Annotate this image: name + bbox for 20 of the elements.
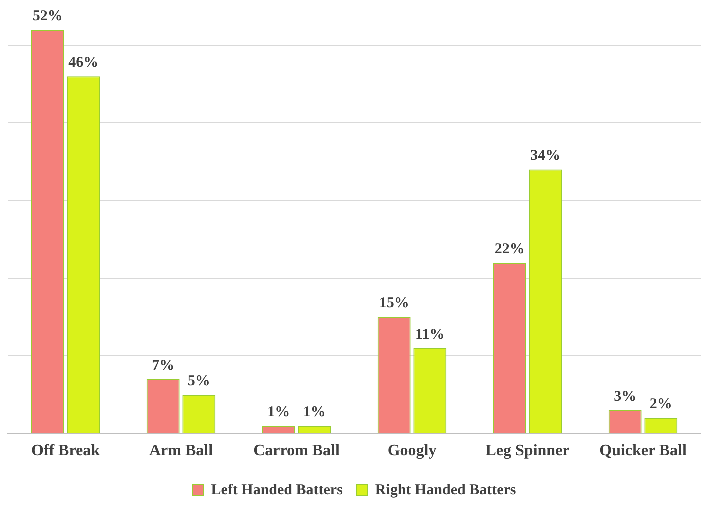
data-label: 5%	[188, 373, 210, 390]
legend-label: Left Handed Batters	[211, 482, 344, 498]
x-tick-label: Leg Spinner	[486, 442, 570, 460]
data-label: 2%	[650, 396, 672, 413]
legend-label: Right Handed Batters	[375, 482, 516, 498]
data-label: 52%	[32, 8, 63, 24]
data-label: 15%	[379, 296, 410, 312]
data-label: 11%	[416, 326, 445, 343]
x-tick-label: Quicker Ball	[600, 442, 688, 460]
x-tick-label: Arm Ball	[149, 442, 214, 460]
x-tick-label: Googly	[388, 442, 437, 460]
x-tick-label: Carrom Ball	[254, 442, 340, 460]
data-label: 7%	[152, 358, 175, 374]
data-label: 46%	[68, 54, 99, 71]
x-tick-label: Off Break	[31, 442, 100, 460]
data-label: 22%	[494, 241, 525, 258]
data-label: 3%	[614, 388, 637, 405]
data-label: 1%	[303, 404, 326, 420]
data-label: 1%	[268, 404, 290, 420]
data-label: 34%	[530, 148, 561, 164]
